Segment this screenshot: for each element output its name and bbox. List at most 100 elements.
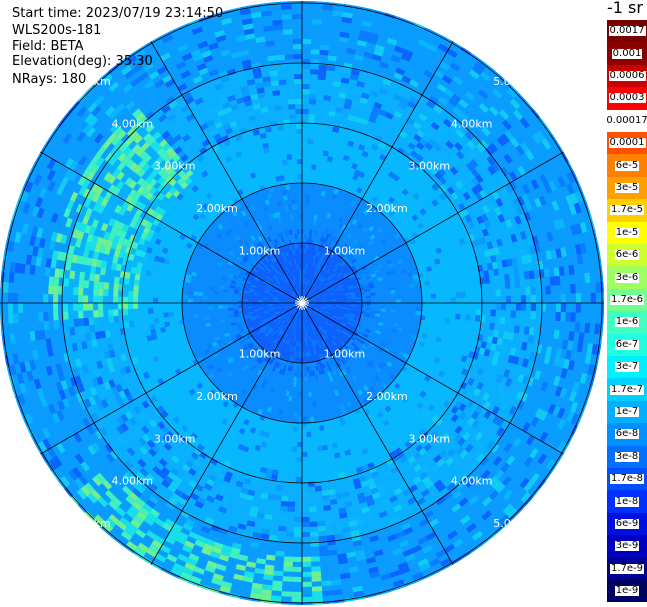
ppi-cell — [173, 488, 184, 498]
ppi-cell — [178, 436, 187, 444]
ppi-cell — [219, 585, 231, 594]
ppi-cell — [219, 285, 225, 290]
ppi-cell — [239, 492, 248, 500]
ppi-cell — [92, 202, 101, 212]
ppi-cell — [387, 262, 394, 268]
ppi-cell — [263, 264, 268, 269]
ppi-cell — [352, 340, 358, 346]
ppi-cell — [325, 308, 331, 311]
ppi-cell — [77, 383, 85, 393]
ppi-cell — [409, 161, 418, 170]
ppi-cell — [429, 167, 438, 176]
ppi-cell — [8, 303, 14, 314]
ppi-cell — [238, 554, 249, 562]
ppi-cell — [356, 148, 364, 156]
ppi-cell — [279, 308, 285, 312]
ppi-cell — [509, 98, 521, 110]
ppi-cell — [311, 19, 322, 25]
ppi-cell — [170, 527, 181, 537]
ppi-cell — [515, 205, 524, 216]
ppi-cell — [302, 64, 311, 70]
ppi-cell — [226, 355, 232, 361]
ppi-cell — [221, 277, 227, 282]
ppi-cell — [256, 558, 266, 565]
ppi-cell — [359, 97, 369, 105]
ppi-cell — [278, 286, 283, 290]
ppi-cell — [29, 360, 37, 371]
ppi-cell — [203, 296, 209, 300]
ppi-cell — [361, 448, 369, 456]
ppi-cell — [123, 303, 129, 310]
ppi-cell — [439, 61, 450, 71]
ppi-cell — [63, 207, 72, 218]
ppi-cell — [206, 560, 218, 569]
ppi-cell — [206, 478, 215, 487]
ppi-cell — [103, 172, 113, 182]
ppi-cell — [36, 227, 44, 238]
ppi-cell — [464, 214, 472, 223]
ppi-cell — [523, 271, 530, 280]
ppi-cell — [432, 104, 443, 114]
colorbar-tick-label: 1.7e-5 — [609, 204, 645, 216]
ppi-cell — [357, 389, 363, 396]
ppi-cell — [423, 205, 431, 213]
ppi-cell — [196, 243, 204, 250]
ppi-cell — [274, 274, 280, 279]
ppi-cell — [327, 276, 332, 282]
ppi-cell — [496, 238, 503, 247]
ppi-cell — [433, 479, 443, 489]
ppi-cell — [148, 70, 160, 80]
ppi-cell — [250, 352, 256, 358]
ppi-cell — [266, 316, 272, 321]
ppi-cell — [519, 230, 527, 240]
ppi-cell — [119, 230, 127, 239]
ppi-cell — [329, 280, 335, 284]
ppi-cell — [178, 497, 188, 506]
ppi-cell — [260, 326, 266, 331]
ppi-cell — [455, 291, 461, 298]
ppi-cell — [358, 144, 366, 151]
ppi-cell — [261, 318, 267, 323]
ppi-cell — [281, 269, 285, 275]
ppi-cell — [554, 386, 563, 397]
ppi-cell — [268, 305, 274, 307]
ppi-cell — [424, 480, 434, 489]
ppi-cell — [291, 14, 302, 20]
ppi-cell — [488, 105, 500, 117]
ppi-cell — [336, 361, 342, 368]
ppi-cell — [584, 353, 592, 365]
ppi-cell — [258, 241, 264, 248]
ppi-cell — [296, 295, 300, 300]
ppi-cell — [120, 422, 129, 432]
ppi-cell — [308, 280, 311, 286]
ppi-cell — [481, 126, 491, 137]
ppi-cell — [446, 374, 454, 383]
ppi-cell — [364, 270, 370, 275]
ppi-cell — [167, 531, 179, 541]
ppi-cell — [268, 309, 274, 312]
ppi-cell — [515, 144, 525, 156]
ppi-cell — [460, 291, 466, 298]
ppi-cell — [101, 139, 112, 150]
ppi-cell — [471, 530, 483, 541]
ppi-cell — [410, 334, 417, 340]
ppi-cell — [293, 300, 299, 302]
ppi-cell — [370, 312, 376, 316]
ppi-cell — [476, 381, 484, 391]
ppi-cell — [243, 418, 250, 426]
ppi-cell — [380, 573, 392, 581]
ppi-cell — [216, 339, 222, 345]
ppi-cell — [123, 296, 129, 303]
ppi-cell — [193, 566, 205, 575]
ppi-cell — [19, 382, 28, 394]
ppi-cell — [208, 42, 219, 51]
ppi-cell — [168, 312, 174, 317]
ppi-cell — [493, 246, 500, 255]
ppi-cell — [313, 219, 317, 226]
ppi-cell — [582, 231, 590, 243]
ppi-cell — [107, 174, 117, 185]
ppi-cell — [63, 303, 69, 312]
ppi-cell — [357, 222, 363, 229]
ppi-cell — [263, 431, 270, 438]
ppi-cell — [198, 292, 204, 297]
